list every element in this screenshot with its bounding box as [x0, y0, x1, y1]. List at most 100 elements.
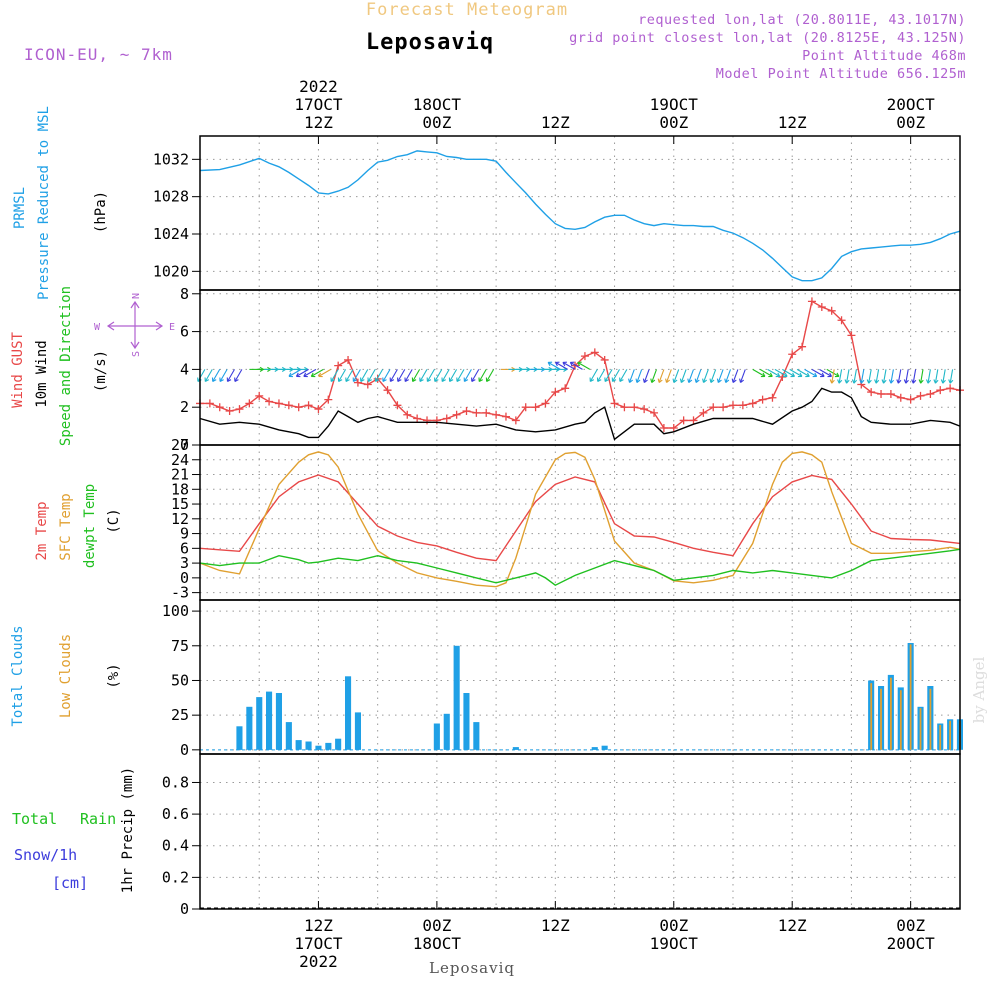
wind-arrow-head [635, 378, 641, 383]
wind-arrow-head [352, 377, 358, 382]
wind-arrow [589, 369, 598, 382]
series-wind-gust-point [245, 399, 254, 408]
wind-arrow-head [859, 379, 865, 384]
wind-arrow [717, 369, 724, 383]
bar-low-clouds [880, 688, 882, 750]
wind-arrow-head [589, 377, 595, 382]
wind-arrow [288, 368, 302, 377]
wind-arrow-head [940, 379, 946, 384]
series-wind-gust-point [699, 408, 708, 417]
bar-total-clouds [285, 722, 292, 750]
bottom-time-label: 12Z [778, 916, 807, 935]
wind-arrow-head [679, 378, 685, 383]
wind-arrow [949, 369, 954, 384]
wind-arrow [890, 369, 894, 384]
wind-arrow [330, 369, 339, 382]
wind-arrow [725, 369, 732, 383]
series-2m-temp-line [199, 474, 961, 562]
wind-arrow-head [211, 377, 217, 382]
y-tick-label: 0.2 [162, 868, 189, 886]
wind-arrow-head [288, 372, 294, 378]
precip-unit: 1hr Precip (mm) [120, 767, 136, 893]
wind-arrow [419, 369, 428, 382]
wind-arrow [628, 369, 635, 383]
wind-arrow-head [820, 372, 825, 378]
wind-arrow-head [478, 377, 483, 382]
compass-w: W [94, 322, 101, 333]
wind-arrow [643, 369, 650, 383]
wind-arrow [853, 369, 857, 384]
top-time-label: 12Z [778, 113, 807, 132]
temp-label-c: dewpt Temp [82, 484, 98, 568]
series-wind-gust-point [679, 416, 688, 425]
wind-arrow [303, 368, 317, 377]
top-time-label: 00Z [659, 113, 688, 132]
wind-arrow-head [456, 377, 461, 382]
wind-arrow-head [775, 372, 781, 378]
wind-arrow [375, 369, 384, 382]
y-tick-label: 4 [180, 360, 189, 378]
wind-arrow [695, 369, 702, 383]
series-wind-gust-point [590, 348, 599, 357]
axis-ticks: 102010241028103202468-303691215182124270… [153, 77, 935, 971]
wind-arrow-head [577, 361, 582, 367]
wind-arrow-head [360, 377, 365, 382]
pressure-labels: PRMSL Pressure Reduced to MSL (hPa) [12, 106, 109, 300]
bottom-time-label: 00Z [422, 916, 451, 935]
wind-arrow [478, 369, 487, 382]
grid-point-coords: grid point closest lon,lat (20.8125E, 43… [569, 30, 966, 46]
wind-arrow-head [367, 377, 372, 382]
series-wind-gust-point [482, 408, 491, 417]
wind-arrow-head [426, 377, 432, 382]
series-wind-gust-point [877, 389, 886, 398]
series-wind-gust-point [896, 393, 905, 402]
series-wind-gust-point [501, 412, 510, 421]
requested-coords: requested lon,lat (20.8011E, 43.1017N) [638, 12, 966, 28]
wind-arrow-head [672, 378, 678, 383]
y-tick-label: 24 [171, 451, 189, 469]
wind-arrow [382, 369, 391, 382]
wind-arrow-head [604, 377, 609, 382]
wind-arrow-head [731, 378, 737, 383]
bar-total-clouds [453, 645, 460, 750]
wind-arrow-head [829, 379, 835, 384]
wind-arrow-head [330, 377, 335, 382]
series-wind-gust-point [630, 403, 639, 412]
wind-label-a: Wind GUST [10, 332, 26, 408]
y-tick-label: 0 [180, 436, 189, 454]
bottom-time-label: 17OCT [294, 934, 343, 953]
wind-arrow-head [797, 372, 803, 378]
wind-arrow-head [404, 377, 409, 382]
wind-arrow-head [318, 372, 323, 378]
wind-arrow [732, 369, 739, 383]
series-wind-gust-point [413, 414, 422, 423]
wind-arrow-head [694, 378, 700, 383]
series-wind-gust-point [847, 331, 856, 340]
precip-label-total: Total [12, 810, 57, 828]
y-tick-label: 0 [180, 741, 189, 759]
wind-arrow [338, 369, 347, 382]
wind-arrow [352, 369, 361, 382]
wind-labels: Wind GUST 10m Wind Speed and Direction (… [10, 286, 175, 446]
wind-arrow-head [911, 379, 917, 384]
bar-total-clouds [295, 740, 302, 750]
wind-arrow [688, 369, 695, 383]
wind-arrow-head [851, 379, 858, 384]
series-wind-gust-point [827, 306, 836, 315]
bottom-time-label: 20OCT [887, 934, 936, 953]
y-tick-label: 27 [171, 436, 189, 454]
series-wind-gust-point [758, 395, 767, 404]
y-tick-label: 6 [180, 323, 189, 341]
bottom-time-label: 00Z [896, 916, 925, 935]
y-tick-label: 15 [171, 495, 189, 513]
y-tick-label: 21 [171, 466, 189, 484]
wind-arrow [739, 369, 746, 383]
wind-arrow-head [555, 361, 560, 367]
precip-label-rain: Rain [80, 810, 116, 828]
bar-low-clouds [899, 690, 902, 750]
y-tick-label: -3 [171, 584, 189, 602]
wind-arrow [404, 369, 413, 382]
series-wind-gust-point [403, 410, 412, 419]
wind-direction-arrows [197, 361, 954, 384]
